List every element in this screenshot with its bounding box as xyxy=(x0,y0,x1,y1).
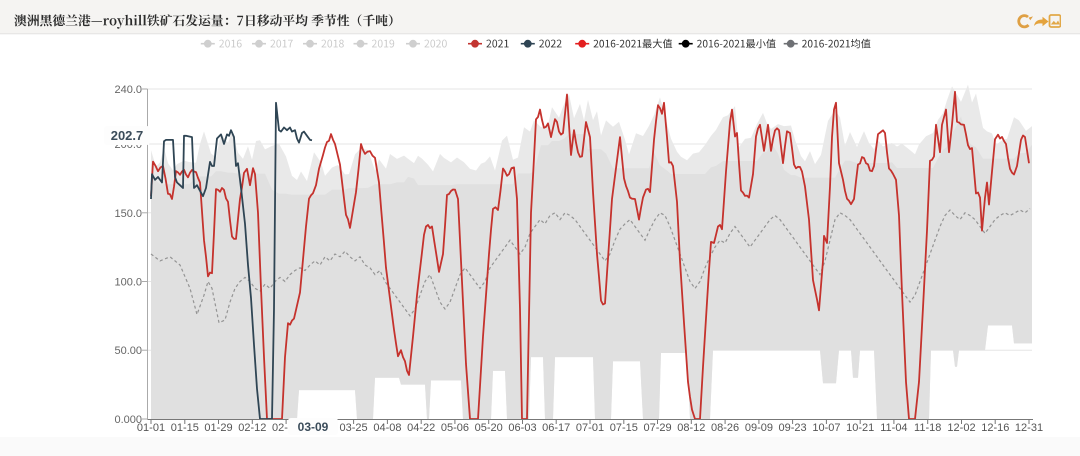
svg-text:0.000: 0.000 xyxy=(114,414,142,426)
svg-text:12-16: 12-16 xyxy=(981,422,1009,434)
svg-text:07-29: 07-29 xyxy=(644,422,672,434)
svg-text:10-07: 10-07 xyxy=(812,422,840,434)
svg-text:03-25: 03-25 xyxy=(340,422,368,434)
svg-text:11-04: 11-04 xyxy=(880,422,907,434)
svg-text:01-15: 01-15 xyxy=(171,422,199,434)
svg-text:03-09: 03-09 xyxy=(298,420,329,434)
svg-text:100.0: 100.0 xyxy=(114,277,142,289)
svg-text:240.0: 240.0 xyxy=(114,84,142,96)
svg-text:11-18: 11-18 xyxy=(914,422,941,434)
svg-text:12-31: 12-31 xyxy=(1015,422,1043,434)
svg-text:09-23: 09-23 xyxy=(779,422,807,434)
svg-text:12-02: 12-02 xyxy=(947,422,975,434)
svg-text:01-29: 01-29 xyxy=(204,422,232,434)
svg-text:150.0: 150.0 xyxy=(114,208,142,220)
svg-text:07-01: 07-01 xyxy=(576,422,604,434)
svg-text:02-12: 02-12 xyxy=(238,422,266,434)
svg-text:50.00: 50.00 xyxy=(114,345,142,357)
svg-text:08-26: 08-26 xyxy=(711,422,739,434)
svg-text:04-22: 04-22 xyxy=(407,422,435,434)
svg-text:06-03: 06-03 xyxy=(508,422,536,434)
svg-text:04-08: 04-08 xyxy=(373,422,401,434)
svg-text:09-09: 09-09 xyxy=(745,422,773,434)
svg-text:08-12: 08-12 xyxy=(677,422,705,434)
svg-text:06-17: 06-17 xyxy=(542,422,570,434)
svg-text:05-06: 05-06 xyxy=(441,422,469,434)
svg-text:05-20: 05-20 xyxy=(475,422,503,434)
svg-text:01-01: 01-01 xyxy=(137,422,165,434)
svg-text:07-15: 07-15 xyxy=(610,422,638,434)
svg-text:202.7: 202.7 xyxy=(111,128,144,143)
svg-text:10-21: 10-21 xyxy=(846,422,874,434)
